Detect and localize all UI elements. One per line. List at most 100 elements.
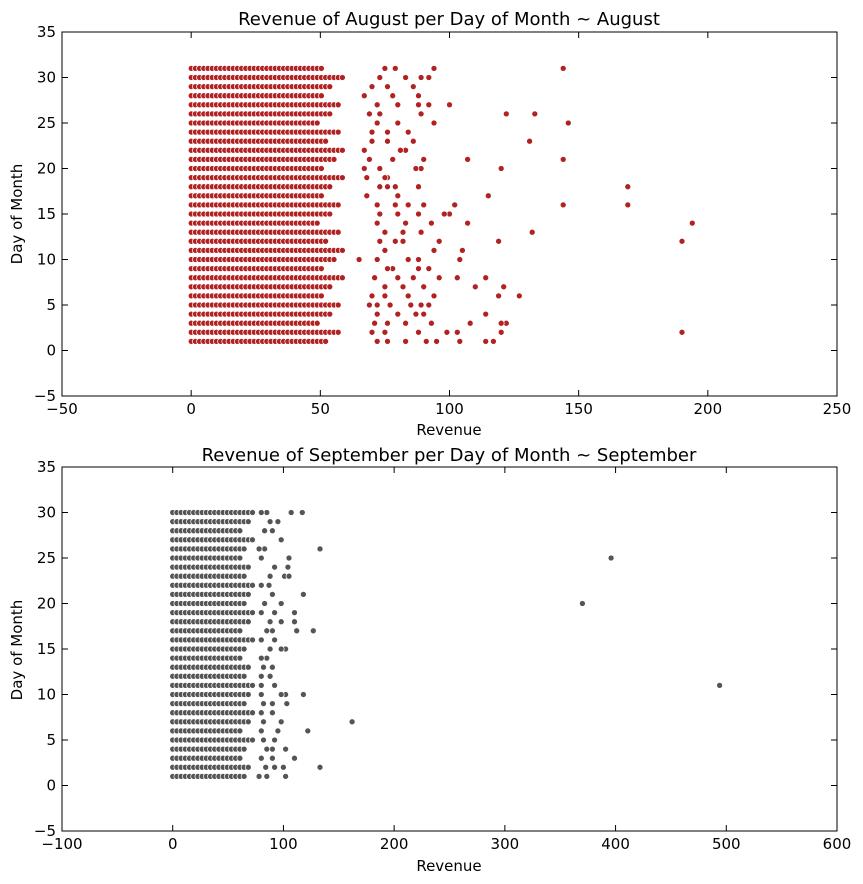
- data-point: [322, 338, 329, 345]
- data-point: [282, 745, 289, 753]
- data-point: [443, 328, 451, 336]
- data-point: [249, 736, 256, 744]
- data-point: [391, 237, 399, 245]
- data-point: [255, 773, 263, 780]
- data-point: [236, 527, 244, 535]
- data-point: [678, 328, 686, 336]
- y-tick-label: 10: [37, 251, 56, 269]
- data-point: [300, 591, 307, 598]
- y-tick-label: 30: [37, 504, 56, 522]
- data-point: [399, 228, 407, 236]
- data-point: [420, 156, 428, 163]
- data-point: [490, 338, 497, 345]
- y-tick-label: 35: [37, 458, 56, 476]
- data-point: [368, 292, 376, 300]
- data-point: [240, 700, 248, 707]
- data-point: [368, 128, 376, 136]
- data-point: [402, 74, 409, 81]
- x-tick-label: 0: [168, 835, 178, 853]
- data-point: [261, 545, 268, 553]
- data-point: [313, 319, 321, 327]
- data-point: [394, 210, 402, 218]
- data-point: [482, 338, 490, 345]
- data-point: [330, 156, 338, 163]
- data-point: [240, 545, 248, 553]
- data-point: [244, 663, 252, 671]
- data-point: [326, 83, 334, 90]
- y-tick-label: 5: [46, 296, 56, 314]
- x-tick-label: 50: [311, 400, 330, 418]
- data-point: [409, 137, 417, 145]
- data-point: [266, 618, 274, 626]
- data-point: [417, 301, 425, 309]
- data-point: [244, 763, 252, 771]
- data-point: [435, 274, 443, 282]
- data-point: [293, 627, 301, 635]
- data-point: [366, 156, 373, 163]
- data-point: [373, 301, 381, 309]
- data-point: [381, 65, 389, 72]
- plot-frame: [61, 31, 838, 397]
- data-point: [339, 247, 346, 254]
- data-point: [502, 110, 510, 118]
- data-point: [409, 274, 417, 282]
- data-point: [240, 572, 248, 580]
- data-point: [420, 310, 428, 318]
- y-tick-label: 35: [37, 23, 56, 41]
- data-point: [261, 527, 268, 535]
- data-point: [236, 654, 244, 662]
- y-tick-label: 15: [37, 205, 56, 223]
- data-point: [624, 183, 632, 191]
- data-point: [456, 338, 464, 345]
- data-point: [360, 165, 368, 172]
- data-point: [285, 572, 293, 580]
- data-point: [607, 554, 615, 562]
- data-point: [298, 509, 306, 516]
- x-tick-label: 400: [601, 835, 630, 853]
- data-point: [269, 700, 276, 707]
- data-point: [240, 600, 248, 607]
- data-point: [373, 101, 381, 109]
- data-point: [430, 292, 438, 300]
- data-point: [430, 65, 438, 72]
- data-point: [244, 718, 252, 726]
- data-point: [500, 283, 508, 291]
- data-point: [291, 609, 298, 616]
- data-point: [322, 137, 329, 145]
- data-point: [559, 65, 567, 72]
- data-point: [277, 536, 285, 544]
- data-point: [376, 237, 384, 245]
- data-point: [482, 310, 490, 318]
- data-point: [274, 727, 282, 735]
- x-tick-label: 200: [380, 835, 409, 853]
- data-point: [430, 247, 438, 254]
- data-point: [399, 283, 407, 291]
- data-point: [334, 228, 342, 236]
- data-point: [269, 754, 276, 762]
- data-point: [399, 237, 407, 245]
- data-point: [360, 146, 368, 154]
- data-point: [407, 301, 415, 309]
- data-point: [236, 627, 244, 635]
- data-point: [269, 709, 276, 717]
- data-point: [334, 128, 342, 136]
- data-point: [528, 228, 536, 236]
- data-point: [412, 165, 420, 172]
- y-tick-label: −5: [34, 387, 56, 405]
- data-point: [339, 274, 346, 282]
- y-tick-label: 20: [37, 595, 56, 613]
- data-point: [389, 92, 397, 100]
- y-tick-label: 20: [37, 160, 56, 178]
- data-point: [287, 509, 295, 516]
- x-axis-label: Revenue: [416, 857, 481, 875]
- data-point: [384, 128, 391, 136]
- y-tick-label: 5: [46, 731, 56, 749]
- data-point: [368, 83, 376, 90]
- data-point: [564, 119, 572, 127]
- data-point: [482, 274, 490, 282]
- data-point: [280, 763, 287, 771]
- data-point: [249, 709, 256, 717]
- data-point: [484, 192, 492, 200]
- data-point: [339, 174, 346, 181]
